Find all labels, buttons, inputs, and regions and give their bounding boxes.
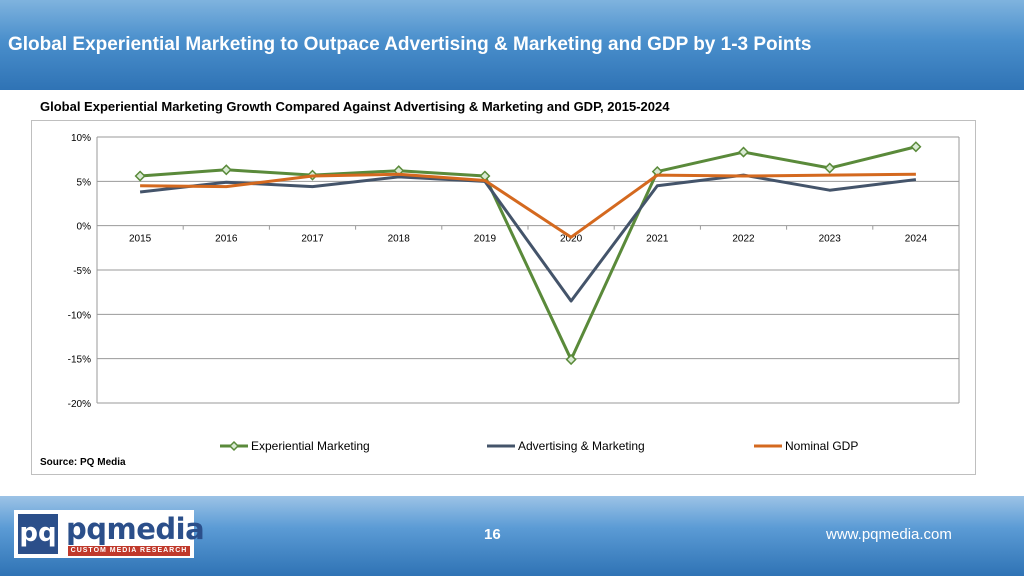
y-tick-label: 5% xyxy=(77,177,92,188)
y-tick-label: -5% xyxy=(73,266,91,277)
series-line-3 xyxy=(140,172,916,239)
series-line-2 xyxy=(139,173,917,303)
title-banner: Global Experiential Marketing to Outpace… xyxy=(0,0,1024,90)
y-tick-label: 0% xyxy=(77,222,92,233)
x-tick-label: 2022 xyxy=(732,234,755,245)
legend-label: Advertising & Marketing xyxy=(518,439,645,453)
pqmedia-logo: pq pqmedia CUSTOM MEDIA RESEARCH xyxy=(14,510,205,558)
source-note: Source: PQ Media xyxy=(40,457,126,468)
data-point-marker xyxy=(737,146,750,158)
legend-marker xyxy=(228,440,240,452)
chart-area: 10% 5% 0% -5% -10% -15% -20% 2015 2016 2017 2018 20… xyxy=(31,120,976,475)
y-tick-label: -10% xyxy=(68,310,91,321)
x-tick-label: 2023 xyxy=(819,234,842,245)
page-number: 16 xyxy=(484,526,501,543)
chart-title: Global Experiential Marketing Growth Com… xyxy=(40,99,670,114)
x-tick-label: 2020 xyxy=(560,234,583,245)
x-tick-label: 2017 xyxy=(301,234,324,245)
data-point-marker xyxy=(565,353,577,366)
data-point-marker xyxy=(220,164,232,176)
x-tick-label: 2024 xyxy=(905,234,928,245)
legend-label: Nominal GDP xyxy=(785,439,858,453)
data-point-marker xyxy=(910,141,922,153)
x-tick-label: 2015 xyxy=(129,234,152,245)
line-chart: 10% 5% 0% -5% -10% -15% -20% 2015 2016 2017 2018 20… xyxy=(68,133,960,453)
logo-mark: pq xyxy=(18,514,58,554)
x-tick-label: 2018 xyxy=(388,234,411,245)
x-tick-label: 2019 xyxy=(474,234,497,245)
slide-title: Global Experiential Marketing to Outpace… xyxy=(8,34,812,55)
x-tick-label: 2021 xyxy=(646,234,669,245)
y-tick-label: -15% xyxy=(68,355,91,366)
data-point-marker xyxy=(824,162,836,174)
website-link[interactable]: www.pqmedia.com xyxy=(826,526,952,543)
data-point-marker xyxy=(134,170,146,182)
logo-tagline: CUSTOM MEDIA RESEARCH xyxy=(68,546,190,556)
legend-label: Experiential Marketing xyxy=(251,439,370,453)
y-tick-label: 10% xyxy=(71,133,91,144)
series-line-1 xyxy=(139,145,917,362)
y-tick-label: -20% xyxy=(68,399,91,410)
logo-wordmark: pqmedia xyxy=(66,512,205,546)
x-tick-label: 2016 xyxy=(215,234,238,245)
